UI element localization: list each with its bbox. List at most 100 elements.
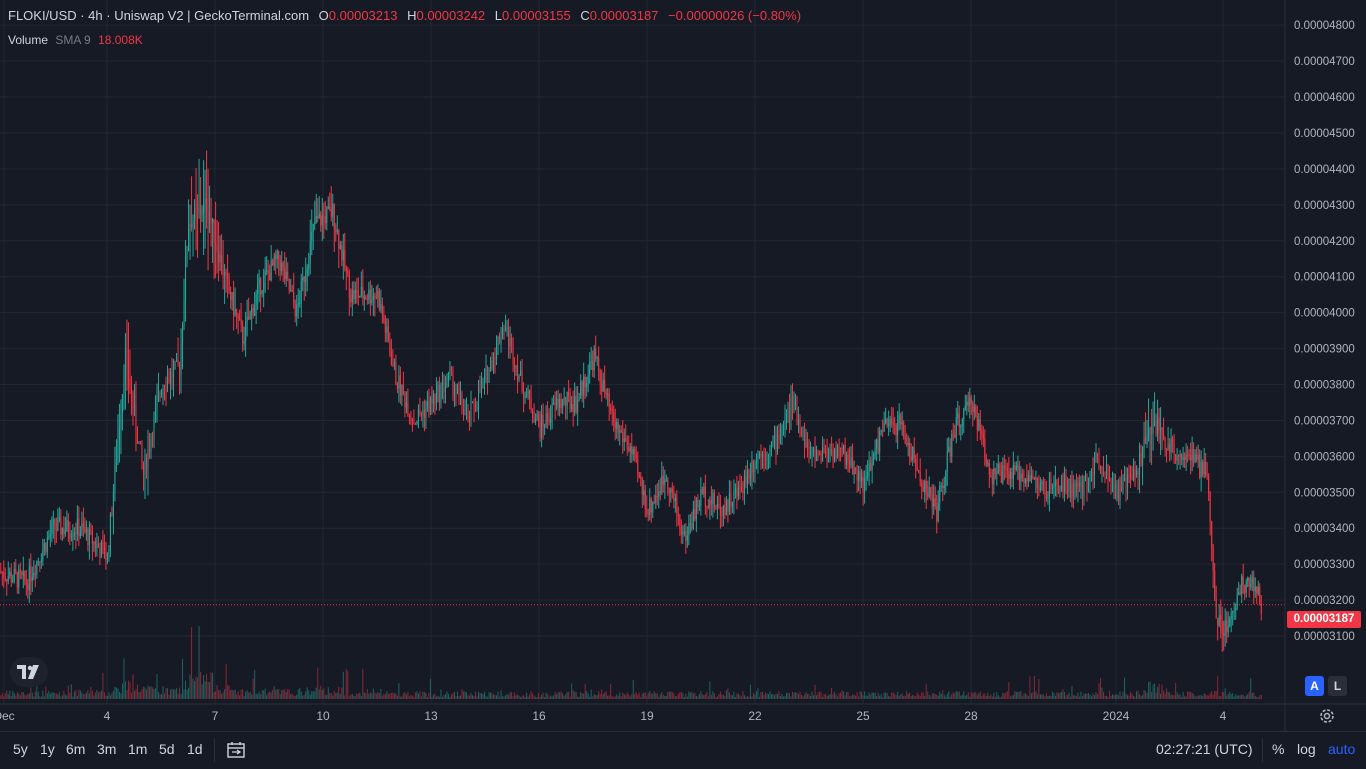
candle-body xyxy=(864,478,866,492)
volume-bar xyxy=(637,694,639,699)
candle-body xyxy=(197,208,199,210)
timeframe-1d[interactable]: 1d xyxy=(187,741,203,757)
auto-scale-toggle[interactable]: auto xyxy=(1328,741,1356,757)
auto-scale-button[interactable]: A xyxy=(1305,676,1324,696)
y-tick-label: 0.00003500 xyxy=(1294,487,1355,499)
candle-body xyxy=(63,527,65,534)
candle-body xyxy=(496,341,498,360)
candle-body xyxy=(892,420,894,425)
candle-body xyxy=(713,492,715,508)
candle-body xyxy=(351,290,353,303)
volume-bar xyxy=(721,694,723,699)
candle-body xyxy=(61,527,63,535)
volume-bar xyxy=(144,687,146,699)
volume-bar xyxy=(324,694,326,699)
volume-bar xyxy=(402,693,404,699)
candle-body xyxy=(1182,457,1184,460)
candle-body xyxy=(748,470,750,479)
volume-bar xyxy=(477,691,480,699)
volume-bar xyxy=(712,691,714,699)
volume-bar xyxy=(124,681,126,699)
candle-body xyxy=(700,488,702,506)
volume-bar xyxy=(1044,696,1046,699)
volume-bar xyxy=(843,691,845,699)
gear-icon[interactable] xyxy=(1318,707,1336,725)
volume-bar xyxy=(368,693,370,699)
timeframe-6m[interactable]: 6m xyxy=(66,741,86,757)
volume-bar xyxy=(127,680,129,699)
timeframe-3m[interactable]: 3m xyxy=(97,741,117,757)
volume-bar xyxy=(163,693,166,699)
volume-bar xyxy=(832,694,834,699)
candle-body xyxy=(1217,618,1219,626)
volume-bar xyxy=(46,693,48,699)
candle-body xyxy=(957,413,959,418)
volume-bar xyxy=(1143,690,1145,699)
candle-body xyxy=(1015,466,1017,470)
volume-bar xyxy=(357,693,359,699)
candle-body xyxy=(524,395,526,398)
volume-bar xyxy=(207,682,209,699)
price-chart[interactable]: 0.000048000.000047000.000046000.00004500… xyxy=(0,0,1366,731)
volume-bar xyxy=(530,691,532,699)
tradingview-logo-icon[interactable] xyxy=(10,657,48,687)
volume-bar xyxy=(393,693,395,699)
volume-bar xyxy=(671,692,673,699)
volume-bar xyxy=(727,688,729,699)
volume-bar xyxy=(779,696,782,699)
volume-bar xyxy=(180,693,182,699)
volume-bar xyxy=(739,695,741,699)
candle-body xyxy=(532,411,534,418)
timeframe-5d[interactable]: 5d xyxy=(159,741,175,757)
volume-bar xyxy=(1108,691,1111,699)
x-tick-label: 16 xyxy=(532,709,546,723)
volume-bar xyxy=(389,693,391,699)
candle-body xyxy=(121,393,123,415)
candle-body xyxy=(587,374,589,384)
volume-bar xyxy=(3,696,5,699)
candle-body xyxy=(176,359,178,361)
candle-body xyxy=(1191,449,1193,461)
utc-clock[interactable]: 02:27:21 (UTC) xyxy=(1156,741,1253,757)
lock-scale-button[interactable]: L xyxy=(1328,676,1347,696)
candle-body xyxy=(1131,476,1133,480)
volume-bar xyxy=(219,690,221,699)
candle-body xyxy=(604,379,606,394)
timeframe-1m[interactable]: 1m xyxy=(128,741,148,757)
volume-bar xyxy=(176,688,178,699)
candle-body xyxy=(1119,479,1121,501)
candle-body xyxy=(1236,594,1238,609)
volume-bar xyxy=(28,693,30,699)
candle-body xyxy=(234,309,236,315)
log-scale-button[interactable]: log xyxy=(1297,741,1316,757)
candle-body xyxy=(1157,417,1159,435)
candle-body xyxy=(596,357,598,359)
timeframe-1y[interactable]: 1y xyxy=(40,741,55,757)
candle-body xyxy=(1072,483,1074,497)
volume-bar xyxy=(568,691,570,699)
volume-bar xyxy=(889,696,891,699)
volume-bar xyxy=(1145,690,1147,699)
candle-body xyxy=(55,529,57,531)
candle-body xyxy=(772,443,774,445)
volume-bar xyxy=(662,694,664,699)
volume-bar xyxy=(990,694,992,699)
volume-bar xyxy=(1072,695,1074,699)
volume-bar xyxy=(523,695,525,699)
volume-bar xyxy=(1111,694,1114,699)
percent-scale-button[interactable]: % xyxy=(1272,741,1285,757)
candle-body xyxy=(949,447,951,457)
candle-body xyxy=(1108,479,1111,481)
calendar-range-icon[interactable] xyxy=(226,740,246,760)
candle-body xyxy=(318,213,320,219)
y-tick-label: 0.00003700 xyxy=(1294,415,1355,427)
candle-body xyxy=(823,447,825,452)
candle-body xyxy=(52,519,54,523)
volume-bar xyxy=(751,696,753,699)
candle-body xyxy=(796,401,798,425)
volume-bar xyxy=(785,692,788,699)
timeframe-5y[interactable]: 5y xyxy=(13,741,28,757)
candle-body xyxy=(1155,421,1157,435)
volume-bar xyxy=(536,696,538,699)
candle-body xyxy=(622,432,624,442)
